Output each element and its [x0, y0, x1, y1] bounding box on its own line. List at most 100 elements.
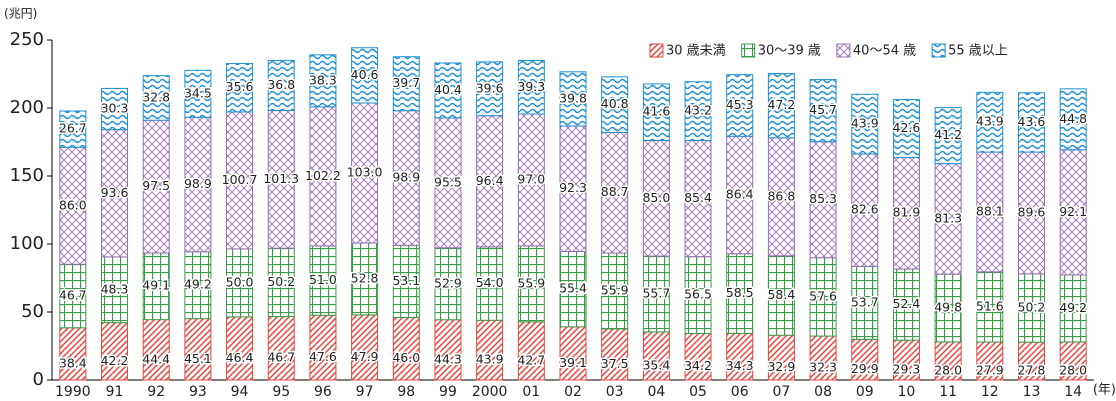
value-label: 40.8	[601, 96, 629, 111]
bar-segment	[601, 252, 629, 330]
bar-segment	[184, 318, 212, 381]
value-label: 55.9	[601, 282, 629, 297]
bar-segment	[601, 328, 629, 381]
y-tick-label: 100	[10, 233, 44, 254]
value-label: 86.0	[59, 197, 87, 212]
bar-segment	[392, 244, 420, 318]
value-label: 43.6	[1018, 114, 1046, 129]
x-tick-label: 05	[689, 384, 707, 400]
value-label: 35.6	[226, 79, 254, 94]
value-label: 43.9	[851, 116, 879, 131]
value-label: 51.6	[976, 298, 1004, 313]
y-tick-label: 0	[33, 369, 44, 390]
bar-segment	[601, 76, 629, 133]
x-tick-label: 99	[439, 384, 457, 400]
x-tick-label: 1990	[55, 384, 91, 400]
x-tick-label: 97	[356, 384, 374, 400]
bar-segment	[392, 56, 420, 112]
legend-swatch	[836, 43, 851, 58]
value-label: 32.3	[809, 360, 837, 375]
bar-segment	[559, 250, 587, 328]
bar-segment	[101, 87, 129, 131]
value-label: 53.1	[392, 273, 420, 288]
value-label: 88.1	[976, 203, 1004, 218]
x-tick-label: 02	[564, 384, 582, 400]
bar-segment	[809, 335, 837, 381]
value-label: 82.6	[851, 202, 879, 217]
legend-swatch	[649, 43, 664, 58]
value-label: 49.1	[142, 278, 170, 293]
value-label: 34.3	[726, 358, 754, 373]
value-label: 58.5	[726, 285, 754, 300]
value-label: 47.9	[351, 349, 379, 364]
value-label: 81.3	[934, 210, 962, 225]
value-label: 50.2	[267, 274, 295, 289]
legend-label: 30 歳未満	[666, 44, 726, 59]
bar-segment	[684, 332, 712, 381]
x-tick-label: 09	[856, 384, 874, 400]
bar-segment	[59, 110, 87, 148]
value-label: 32.9	[767, 359, 795, 374]
value-label: 34.5	[184, 85, 212, 100]
bar-segment	[976, 151, 1004, 273]
bar-segment	[59, 327, 87, 381]
bar-segment	[642, 83, 670, 142]
bar-segment	[809, 79, 837, 143]
bar-segment	[226, 63, 254, 113]
x-tick-label: 06	[731, 384, 749, 400]
bar-segment	[726, 332, 754, 381]
bar-segment	[309, 314, 337, 381]
value-label: 96.4	[476, 173, 504, 188]
x-tick-label: 10	[898, 384, 916, 400]
bar-segment	[267, 59, 295, 111]
bar-segment	[809, 141, 837, 259]
bar-segment	[392, 316, 420, 381]
value-label: 27.8	[1018, 363, 1046, 378]
bar-segment	[351, 102, 379, 244]
bar-segment	[101, 129, 129, 258]
bar-segment	[976, 91, 1004, 153]
bar-segment	[684, 256, 712, 334]
bar-segment	[309, 54, 337, 108]
value-label: 39.6	[476, 80, 504, 95]
value-label: 42.2	[101, 353, 129, 368]
bar-segment	[767, 334, 795, 381]
value-label: 48.3	[101, 281, 129, 296]
value-label: 36.8	[267, 77, 295, 92]
bar-segment	[434, 247, 462, 321]
value-label: 46.7	[59, 288, 87, 303]
value-label: 93.6	[101, 185, 129, 200]
bar-segment	[1059, 88, 1087, 151]
value-label: 101.3	[263, 171, 299, 186]
value-label: 55.7	[642, 285, 670, 300]
x-tick-label: 11	[939, 384, 957, 400]
bar-segment	[184, 251, 212, 320]
value-label: 53.7	[851, 294, 879, 309]
y-tick-label: 50	[21, 301, 44, 322]
value-label: 56.5	[684, 287, 712, 302]
value-label: 40.4	[434, 82, 462, 97]
value-label: 98.9	[184, 176, 212, 191]
bar-segment	[226, 248, 254, 318]
legend-label: 55 歳以上	[948, 44, 1008, 59]
bar-segment	[851, 93, 879, 155]
bar-segment	[601, 131, 629, 254]
value-label: 47.6	[309, 349, 337, 364]
value-label: 89.6	[1018, 204, 1046, 219]
value-label: 98.9	[392, 169, 420, 184]
bar-segment	[642, 140, 670, 257]
value-label: 43.9	[476, 352, 504, 367]
value-label: 29.3	[893, 362, 921, 377]
x-axis-label: (年)	[1093, 383, 1116, 398]
value-label: 44.4	[142, 351, 170, 366]
y-tick-label: 250	[10, 29, 44, 50]
value-label: 41.2	[934, 127, 962, 142]
value-label: 37.5	[601, 356, 629, 371]
bar-segment	[226, 316, 254, 381]
bar-segment	[559, 125, 587, 252]
bar-segment	[142, 319, 170, 381]
value-label: 38.4	[59, 355, 87, 370]
x-tick-label: 08	[814, 384, 832, 400]
bar-segment	[934, 341, 962, 381]
